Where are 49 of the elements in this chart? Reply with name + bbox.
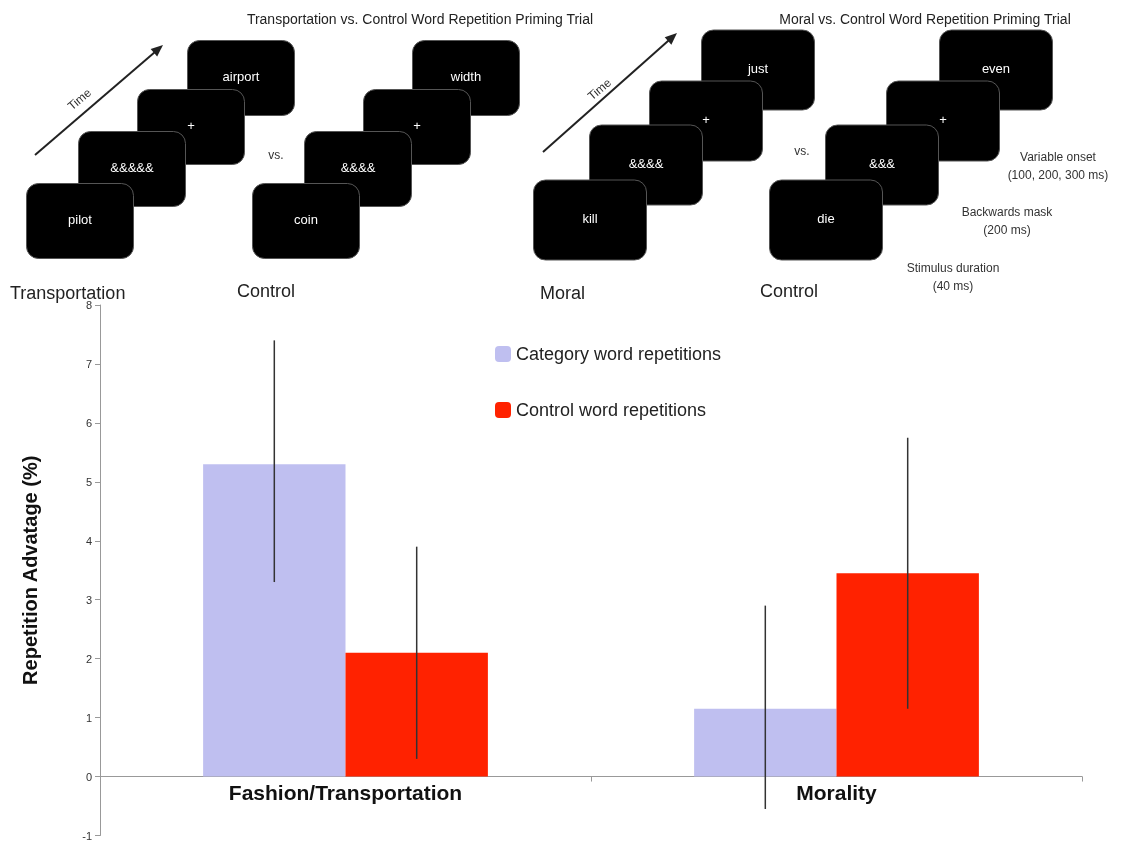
text: (100, 200, 300 ms): [1007, 168, 1109, 183]
text: kill: [582, 211, 598, 227]
text: vs.: [794, 144, 810, 159]
text: +: [939, 112, 947, 128]
text: die: [817, 211, 835, 227]
text: &&&&&: [110, 160, 154, 176]
text: &&&: [868, 156, 896, 172]
text: coin: [294, 212, 318, 228]
x-tick-label: Fashion/Transportation: [228, 780, 463, 804]
text: Variable onset: [1020, 150, 1097, 165]
text: Control: [760, 280, 819, 301]
y-tick-label: 1: [85, 711, 92, 724]
text: vs.: [268, 148, 284, 163]
text: just: [746, 61, 769, 77]
y-tick-label: -1: [82, 829, 92, 841]
text: Transportation vs. Control Word Repetition Priming Trial: [246, 10, 594, 27]
text: Moral: [540, 282, 586, 303]
text: (200 ms): [983, 223, 1031, 238]
text: +: [187, 118, 195, 134]
text: airport: [222, 69, 260, 85]
text: Time: [584, 75, 615, 104]
text: &&&&: [340, 160, 376, 176]
text: Moral vs. Control Word Repetition Priming Trial: [779, 10, 1071, 27]
text: +: [413, 118, 421, 134]
text: Control: [237, 280, 296, 301]
text: &&&&: [628, 156, 664, 172]
x-tick-label: Morality: [796, 780, 878, 804]
y-tick-label: 6: [85, 416, 92, 429]
legend-label: Category word repetitions: [516, 344, 722, 364]
text: Stimulus duration: [906, 261, 1000, 276]
y-tick-label: 4: [85, 534, 92, 547]
text: Backwards mask: [961, 205, 1054, 220]
text: Time: [64, 85, 95, 114]
y-tick-label: 7: [85, 357, 92, 370]
y-tick-label: 5: [85, 475, 92, 488]
bar: [345, 652, 488, 777]
bar: [694, 708, 837, 777]
legend-label: Control word repetitions: [516, 400, 707, 420]
y-tick-label: 2: [85, 652, 92, 665]
y-axis-title: Repetition Advatage (%): [19, 455, 41, 685]
y-tick-label: 0: [85, 770, 92, 783]
text: width: [449, 69, 482, 85]
text: +: [702, 112, 710, 128]
text: (40 ms): [932, 279, 974, 294]
bar: [836, 573, 979, 777]
y-tick-label: 3: [85, 593, 92, 606]
text: pilot: [68, 212, 93, 228]
text: even: [981, 61, 1011, 77]
bar: [203, 464, 346, 777]
